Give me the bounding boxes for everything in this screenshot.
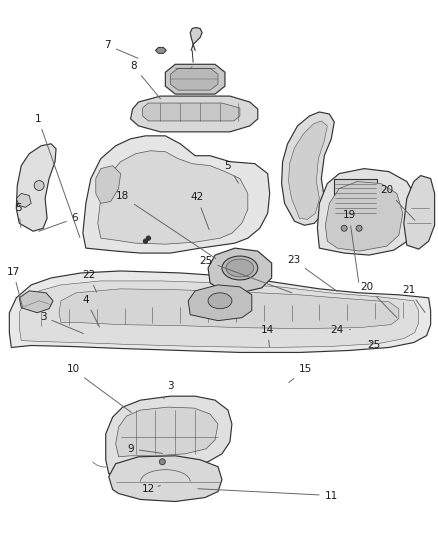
Text: 1: 1 [35, 114, 80, 238]
Polygon shape [289, 121, 327, 219]
Text: 12: 12 [142, 483, 160, 494]
Polygon shape [208, 248, 272, 293]
Text: 20: 20 [360, 282, 397, 318]
Polygon shape [9, 271, 431, 352]
Polygon shape [190, 28, 202, 44]
Text: 5: 5 [225, 160, 238, 183]
Polygon shape [404, 175, 434, 249]
Polygon shape [16, 144, 56, 231]
Text: 25: 25 [199, 256, 292, 293]
Polygon shape [96, 166, 120, 204]
Ellipse shape [222, 256, 258, 280]
Text: 14: 14 [261, 325, 274, 346]
Text: 11: 11 [198, 489, 338, 500]
Circle shape [144, 239, 148, 243]
Text: 23: 23 [287, 255, 337, 291]
Polygon shape [16, 193, 31, 207]
Text: 24: 24 [331, 325, 350, 335]
Polygon shape [83, 136, 270, 253]
Circle shape [34, 181, 44, 190]
Text: 19: 19 [343, 211, 359, 282]
Polygon shape [109, 456, 222, 502]
Polygon shape [19, 291, 53, 313]
Text: 18: 18 [116, 191, 215, 259]
Text: 17: 17 [7, 267, 22, 307]
Polygon shape [325, 182, 403, 251]
Circle shape [356, 225, 362, 231]
Text: 22: 22 [82, 270, 97, 292]
Text: 3: 3 [40, 312, 83, 334]
Ellipse shape [208, 293, 232, 309]
Polygon shape [19, 281, 419, 348]
Text: 5: 5 [15, 204, 21, 228]
Polygon shape [155, 47, 166, 53]
Text: 21: 21 [402, 285, 425, 312]
Polygon shape [98, 151, 248, 244]
Polygon shape [59, 289, 399, 329]
Polygon shape [188, 285, 252, 321]
Text: 10: 10 [67, 365, 131, 413]
Polygon shape [116, 407, 218, 457]
Text: 3: 3 [164, 381, 173, 399]
Polygon shape [131, 96, 258, 132]
Text: 20: 20 [380, 185, 415, 220]
Ellipse shape [226, 259, 254, 277]
Circle shape [341, 225, 347, 231]
Text: 7: 7 [104, 41, 138, 58]
Polygon shape [142, 103, 240, 121]
Circle shape [159, 459, 165, 465]
Text: 15: 15 [289, 365, 312, 383]
Text: 8: 8 [130, 61, 161, 99]
Text: 9: 9 [127, 444, 162, 454]
Text: 42: 42 [191, 192, 209, 230]
Polygon shape [106, 396, 232, 474]
Polygon shape [334, 179, 377, 219]
Circle shape [146, 236, 150, 240]
Text: 4: 4 [82, 295, 99, 327]
Text: 25: 25 [367, 340, 381, 350]
Polygon shape [282, 112, 334, 225]
Polygon shape [318, 168, 417, 255]
Text: 6: 6 [39, 213, 78, 231]
Polygon shape [165, 64, 225, 94]
Polygon shape [170, 68, 218, 90]
